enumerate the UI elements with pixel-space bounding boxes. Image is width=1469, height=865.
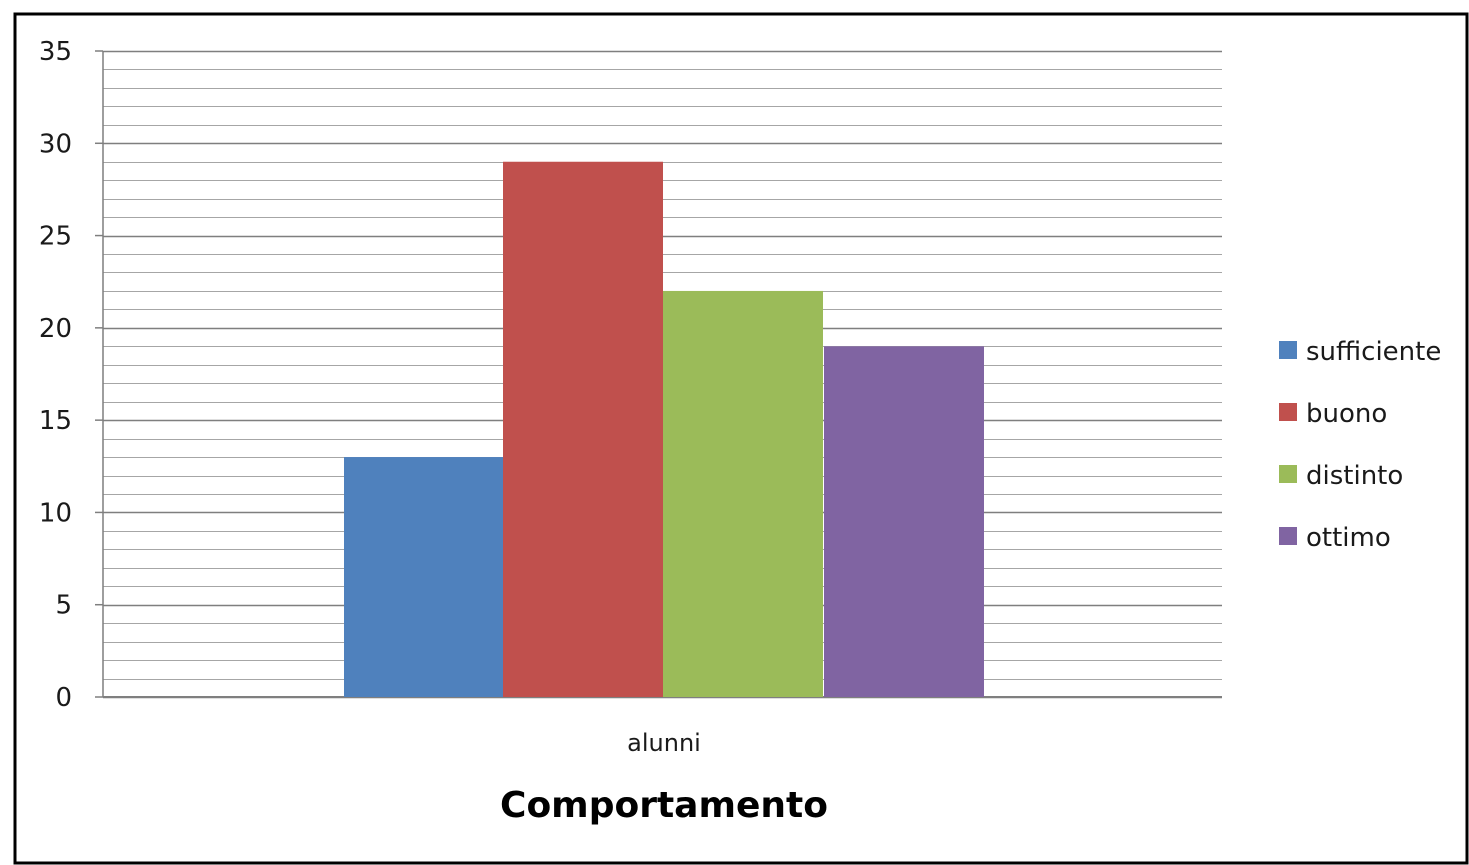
bar-ottimo — [824, 346, 984, 697]
y-tick-label: 35 — [39, 37, 72, 67]
y-tick-label: 5 — [55, 591, 72, 621]
legend-label: ottimo — [1306, 523, 1391, 553]
legend-item-distinto: distinto — [1279, 461, 1403, 491]
bar-sufficiente — [344, 457, 504, 697]
y-tick-label: 15 — [39, 406, 72, 436]
bars — [344, 161, 984, 697]
legend-item-ottimo: ottimo — [1279, 523, 1391, 553]
legend-label: buono — [1306, 399, 1387, 429]
legend-label: sufficiente — [1306, 337, 1441, 367]
x-tick-labels: alunni — [627, 729, 701, 757]
y-tick-label: 0 — [55, 683, 72, 713]
chart-title: Comportamento — [500, 785, 828, 826]
y-tick-labels: 0 5 10 15 20 25 30 35 — [39, 37, 103, 713]
legend: sufficiente buono distinto ottimo — [1279, 337, 1441, 553]
bar-distinto — [663, 290, 823, 697]
x-tick-label: alunni — [627, 729, 701, 757]
y-tick-label: 10 — [39, 498, 72, 528]
legend-swatch — [1279, 465, 1297, 483]
legend-swatch — [1279, 527, 1297, 545]
legend-swatch — [1279, 341, 1297, 359]
y-tick-label: 25 — [39, 222, 72, 252]
legend-label: distinto — [1306, 461, 1403, 491]
legend-item-sufficiente: sufficiente — [1279, 337, 1441, 367]
y-tick-label: 30 — [39, 129, 72, 159]
bar-buono — [503, 161, 663, 697]
legend-swatch — [1279, 403, 1297, 421]
y-tick-label: 20 — [39, 314, 72, 344]
legend-item-buono: buono — [1279, 399, 1387, 429]
